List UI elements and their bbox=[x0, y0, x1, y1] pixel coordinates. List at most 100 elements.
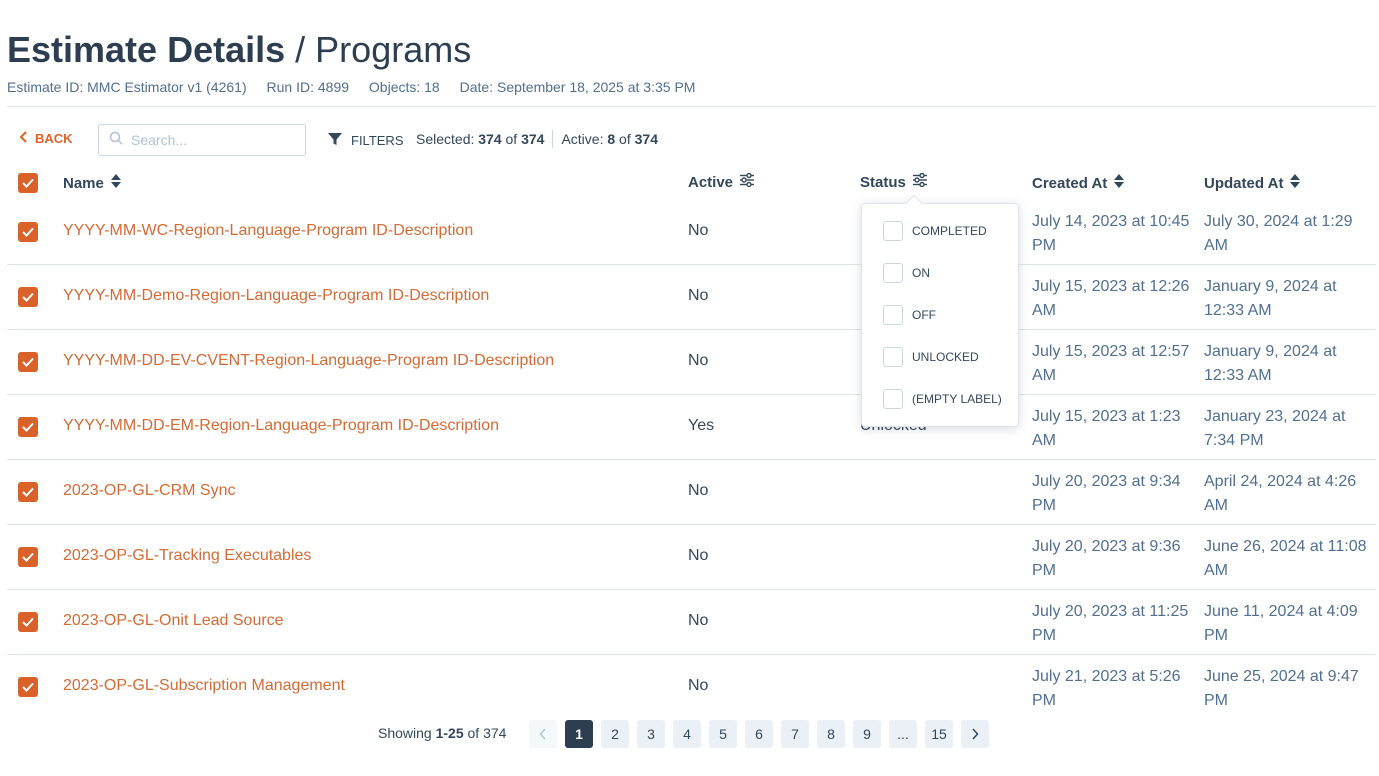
summary-divider bbox=[552, 130, 554, 148]
status-filter-dropdown: COMPLETED ON OFF UNLOCKED (EMPTY LABEL) bbox=[861, 194, 1019, 427]
active-value: No bbox=[688, 287, 709, 304]
next-page-button[interactable] bbox=[961, 720, 989, 748]
updated-at: July 30, 2024 at 1:29 AM bbox=[1204, 213, 1353, 254]
page-header: Estimate Details / Programs bbox=[7, 28, 471, 72]
program-name-link[interactable]: YYYY-MM-DD-EV-CVENT-Region-Language-Prog… bbox=[63, 352, 555, 369]
chevron-left-icon bbox=[19, 131, 29, 146]
page-button-5[interactable]: 5 bbox=[709, 720, 737, 748]
filter-sliders-icon[interactable] bbox=[912, 172, 928, 191]
search-input[interactable] bbox=[131, 132, 291, 148]
created-at: July 15, 2023 at 1:23 AM bbox=[1032, 408, 1181, 449]
option-checkbox[interactable] bbox=[883, 347, 903, 367]
select-all-checkbox[interactable] bbox=[18, 173, 38, 193]
checkmark-icon bbox=[22, 292, 34, 302]
program-name-link[interactable]: YYYY-MM-Demo-Region-Language-Program ID-… bbox=[63, 287, 490, 304]
row-checkbox[interactable] bbox=[18, 222, 38, 242]
status-option-off[interactable]: OFF bbox=[883, 305, 936, 325]
program-name-link[interactable]: 2023-OP-GL-CRM Sync bbox=[63, 482, 236, 499]
page-button-8[interactable]: 8 bbox=[817, 720, 845, 748]
program-name-link[interactable]: YYYY-MM-WC-Region-Language-Program ID-De… bbox=[63, 222, 474, 239]
table-row[interactable]: 2023-OP-GL-CRM Sync No July 20, 2023 at … bbox=[7, 460, 1376, 525]
selected-count: 374 bbox=[478, 131, 502, 147]
table-row[interactable]: YYYY-MM-Demo-Region-Language-Program ID-… bbox=[7, 265, 1376, 330]
updated-at: April 24, 2024 at 4:26 AM bbox=[1204, 473, 1357, 514]
header-divider bbox=[7, 106, 1375, 107]
back-button[interactable]: BACK bbox=[19, 131, 73, 146]
active-value: No bbox=[688, 547, 709, 564]
column-header-name[interactable]: Name bbox=[63, 173, 122, 193]
estimate-id: Estimate ID: MMC Estimator v1 (4261) bbox=[7, 79, 247, 95]
active-of: of bbox=[619, 131, 631, 147]
option-checkbox[interactable] bbox=[883, 263, 903, 283]
option-checkbox[interactable] bbox=[883, 221, 903, 241]
page-button-7[interactable]: 7 bbox=[781, 720, 809, 748]
active-count: 8 bbox=[607, 131, 616, 147]
filters-button[interactable]: FILTERS bbox=[327, 131, 404, 150]
column-header-active[interactable]: Active bbox=[688, 172, 755, 191]
row-checkbox[interactable] bbox=[18, 482, 38, 502]
back-label: BACK bbox=[35, 131, 73, 146]
row-checkbox[interactable] bbox=[18, 547, 38, 567]
search-icon bbox=[109, 131, 131, 150]
active-value: Yes bbox=[688, 417, 715, 434]
created-at: July 14, 2023 at 10:45 PM bbox=[1032, 213, 1190, 254]
column-header-updated[interactable]: Updated At bbox=[1204, 173, 1301, 193]
checkmark-icon bbox=[22, 617, 34, 627]
program-name-link[interactable]: YYYY-MM-DD-EM-Region-Language-Program ID… bbox=[63, 417, 499, 434]
page-title-sub: Programs bbox=[315, 29, 472, 70]
filter-sliders-icon[interactable] bbox=[739, 172, 755, 191]
prev-page-button[interactable] bbox=[529, 720, 557, 748]
page-title: Estimate Details / Programs bbox=[7, 28, 471, 72]
active-value: No bbox=[688, 677, 709, 694]
table-row[interactable]: YYYY-MM-DD-EV-CVENT-Region-Language-Prog… bbox=[7, 330, 1376, 395]
program-name-link[interactable]: 2023-OP-GL-Tracking Executables bbox=[63, 547, 312, 564]
created-at: July 20, 2023 at 11:25 PM bbox=[1032, 603, 1189, 644]
sort-icon bbox=[1289, 173, 1301, 193]
page-button-9[interactable]: 9 bbox=[853, 720, 881, 748]
status-option-unlocked[interactable]: UNLOCKED bbox=[883, 347, 979, 367]
program-name-link[interactable]: 2023-OP-GL-Subscription Management bbox=[63, 677, 345, 694]
active-label: Active: bbox=[561, 131, 604, 147]
page-button-15[interactable]: 15 bbox=[925, 720, 953, 748]
checkmark-icon bbox=[22, 487, 34, 497]
active-total: 374 bbox=[634, 131, 658, 147]
estimate-meta: Estimate ID: MMC Estimator v1 (4261) Run… bbox=[7, 79, 711, 95]
checkmark-icon bbox=[22, 227, 34, 237]
table-row[interactable]: 2023-OP-GL-Subscription Management No Ju… bbox=[7, 655, 1376, 712]
table-row[interactable]: 2023-OP-GL-Onit Lead Source No July 20, … bbox=[7, 590, 1376, 655]
row-checkbox[interactable] bbox=[18, 287, 38, 307]
row-checkbox[interactable] bbox=[18, 352, 38, 372]
page-button-6[interactable]: 6 bbox=[745, 720, 773, 748]
page-button-4[interactable]: 4 bbox=[673, 720, 701, 748]
row-checkbox[interactable] bbox=[18, 417, 38, 437]
updated-at: January 23, 2024 at 7:34 PM bbox=[1204, 408, 1346, 449]
page-button-3[interactable]: 3 bbox=[637, 720, 665, 748]
option-checkbox[interactable] bbox=[883, 305, 903, 325]
row-checkbox[interactable] bbox=[18, 612, 38, 632]
option-checkbox[interactable] bbox=[883, 389, 903, 409]
created-at: July 20, 2023 at 9:34 PM bbox=[1032, 473, 1181, 514]
status-option-on[interactable]: ON bbox=[883, 263, 930, 283]
active-value: No bbox=[688, 612, 709, 629]
page-button-2[interactable]: 2 bbox=[601, 720, 629, 748]
showing-summary: Showing 1-25 of 374 bbox=[378, 725, 507, 741]
status-option-completed[interactable]: COMPLETED bbox=[883, 221, 987, 241]
search-box[interactable] bbox=[98, 124, 306, 156]
table-row[interactable]: YYYY-MM-WC-Region-Language-Program ID-De… bbox=[7, 200, 1376, 265]
page-title-separator: / bbox=[295, 29, 306, 70]
table-row[interactable]: 2023-OP-GL-Tracking Executables No July … bbox=[7, 525, 1376, 590]
pagination: Showing 1-25 of 374 1 2 3 4 5 6 7 8 9 ..… bbox=[0, 720, 1379, 748]
table-row[interactable]: YYYY-MM-DD-EM-Region-Language-Program ID… bbox=[7, 395, 1376, 460]
program-name-link[interactable]: 2023-OP-GL-Onit Lead Source bbox=[63, 612, 284, 629]
page-button-1[interactable]: 1 bbox=[565, 720, 593, 748]
created-at: July 15, 2023 at 12:26 AM bbox=[1032, 278, 1190, 319]
status-option-empty[interactable]: (EMPTY LABEL) bbox=[883, 389, 1002, 409]
chevron-left-icon bbox=[539, 728, 546, 740]
column-header-status[interactable]: Status bbox=[860, 172, 928, 191]
filter-funnel-icon bbox=[327, 131, 343, 150]
page-ellipsis[interactable]: ... bbox=[889, 720, 917, 748]
column-header-created[interactable]: Created At bbox=[1032, 173, 1125, 193]
row-checkbox[interactable] bbox=[18, 677, 38, 697]
selected-of: of bbox=[505, 131, 518, 147]
checkmark-icon bbox=[22, 682, 34, 692]
